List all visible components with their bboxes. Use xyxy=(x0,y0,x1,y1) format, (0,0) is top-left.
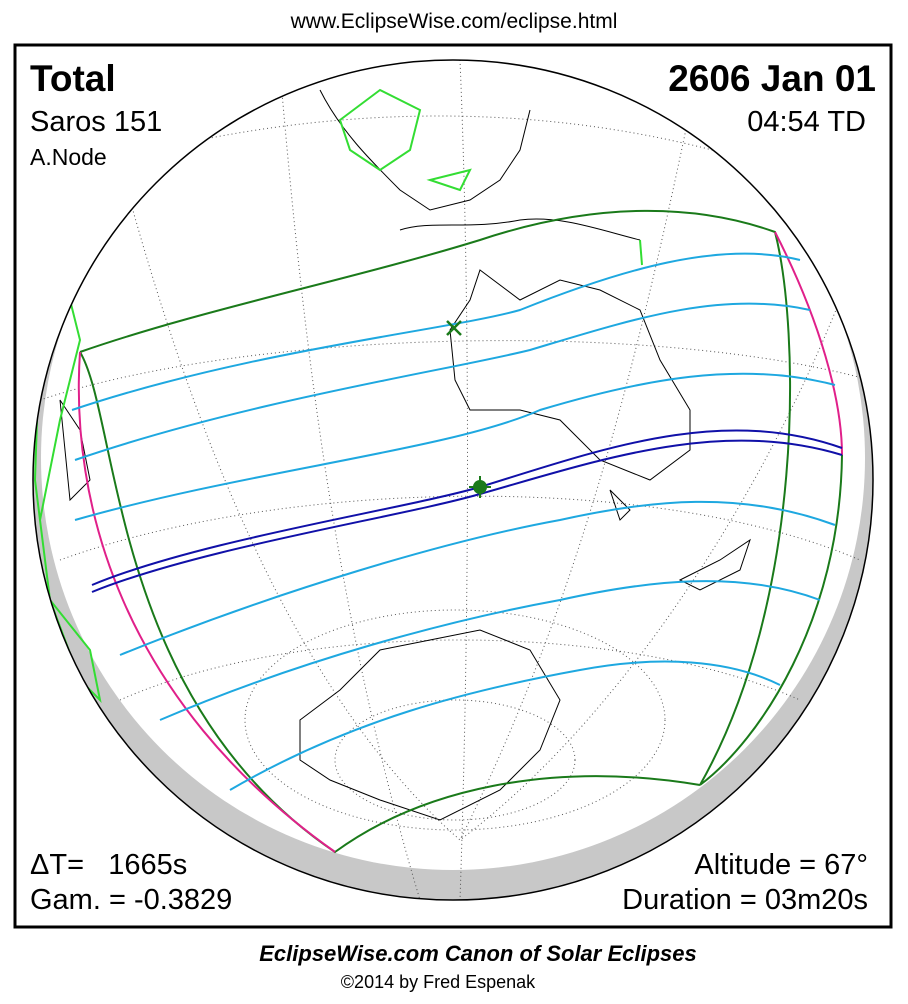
node: A.Node xyxy=(30,144,107,170)
day-side xyxy=(41,60,865,870)
delta-t: ΔT= 1665s xyxy=(30,849,187,881)
saros: Saros 151 xyxy=(30,106,162,138)
footer-title: EclipseWise.com Canon of Solar Eclipses xyxy=(259,941,697,966)
globe-outline xyxy=(32,59,874,901)
date: 2606 Jan 01 xyxy=(668,58,876,99)
globe xyxy=(33,60,873,900)
duration: Duration = 03m20s xyxy=(622,884,868,916)
greatest-eclipse-marker xyxy=(446,320,462,336)
footer-credit: ©2014 by Fred Espenak xyxy=(341,972,536,992)
gamma: Gam. = -0.3829 xyxy=(30,884,232,916)
coastlines xyxy=(33,88,751,821)
time: 04:54 TD xyxy=(747,106,866,138)
eclipse-type: Total xyxy=(30,58,116,99)
eclipse-path xyxy=(71,209,843,854)
altitude: Altitude = 67° xyxy=(694,849,868,881)
url: www.EclipseWise.com/eclipse.html xyxy=(290,10,618,33)
